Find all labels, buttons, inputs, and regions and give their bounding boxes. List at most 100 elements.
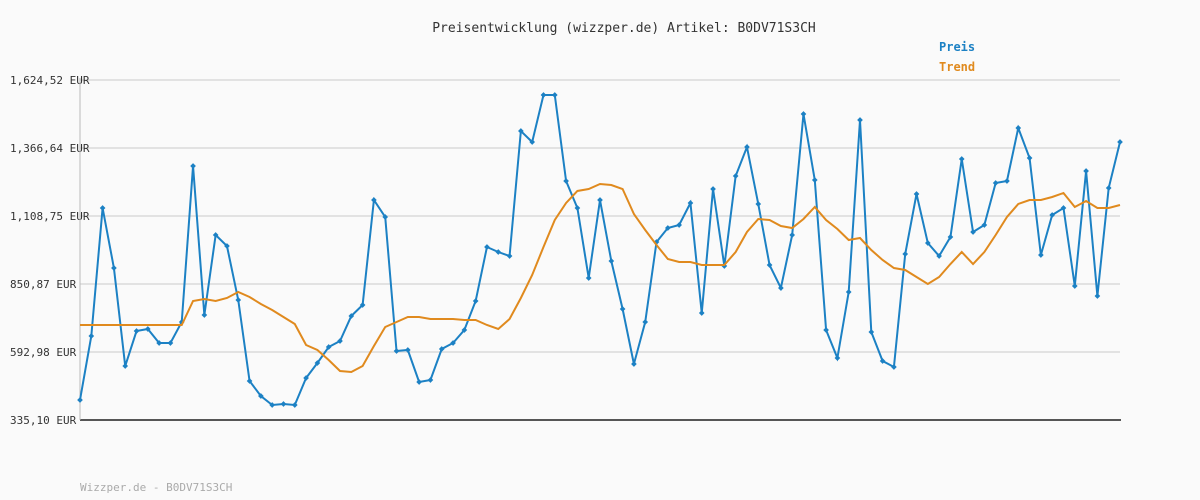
- point-marker: [823, 327, 829, 333]
- y-tick-label: 592,98 EUR: [10, 346, 77, 359]
- series-line: [80, 182, 1121, 374]
- point-marker: [1060, 205, 1067, 211]
- point-marker: [269, 402, 276, 408]
- chart-title: Preisentwicklung (wizzper.de) Artikel: B…: [432, 21, 816, 36]
- point-marker: [1071, 283, 1078, 289]
- point-marker: [382, 214, 389, 220]
- point-marker: [88, 333, 95, 339]
- point-marker: [563, 178, 569, 184]
- point-marker: [111, 265, 117, 271]
- point-marker: [992, 180, 999, 186]
- point-marker: [540, 92, 547, 98]
- point-marker: [891, 364, 897, 370]
- point-marker: [461, 327, 468, 333]
- point-marker: [1094, 293, 1101, 299]
- point-marker: [857, 117, 863, 123]
- point-marker: [1015, 125, 1022, 131]
- point-marker: [574, 205, 581, 211]
- point-marker: [495, 249, 502, 255]
- point-marker: [597, 197, 603, 203]
- point-marker: [438, 346, 445, 352]
- point-marker: [789, 232, 796, 238]
- point-marker: [766, 262, 773, 268]
- point-marker: [778, 285, 784, 291]
- point-marker: [1049, 212, 1056, 218]
- point-marker: [1004, 178, 1010, 184]
- point-marker: [518, 128, 524, 134]
- point-marker: [551, 92, 558, 98]
- point-marker: [404, 347, 411, 353]
- point-marker: [800, 111, 807, 117]
- point-marker: [291, 402, 298, 408]
- point-marker: [676, 222, 682, 228]
- legend-label: Trend: [939, 60, 975, 74]
- point-marker: [664, 225, 671, 231]
- point-marker: [1117, 139, 1123, 145]
- point-marker: [280, 401, 287, 407]
- point-marker: [913, 191, 920, 197]
- point-marker: [258, 393, 264, 399]
- point-marker: [585, 275, 592, 281]
- point-marker: [416, 379, 422, 385]
- point-marker: [224, 243, 230, 249]
- point-marker: [393, 348, 400, 354]
- point-marker: [450, 340, 456, 346]
- point-marker: [246, 378, 253, 384]
- point-marker: [325, 344, 332, 350]
- y-tick-label: 850,87 EUR: [10, 278, 77, 291]
- point-marker: [868, 329, 875, 335]
- point-marker: [619, 306, 626, 312]
- point-marker: [303, 375, 309, 381]
- point-marker: [687, 200, 694, 206]
- point-marker: [235, 297, 242, 303]
- point-marker: [902, 251, 909, 257]
- legend-label: Preis: [939, 40, 975, 54]
- point-marker: [1083, 168, 1089, 174]
- point-marker: [698, 310, 705, 316]
- point-marker: [133, 328, 140, 334]
- point-marker: [472, 298, 479, 304]
- point-marker: [755, 201, 762, 207]
- point-marker: [732, 173, 739, 179]
- point-marker: [359, 302, 366, 308]
- point-marker: [190, 163, 196, 169]
- point-marker: [144, 326, 151, 332]
- y-tick-label: 1,108,75 EUR: [10, 210, 90, 223]
- point-marker: [427, 377, 434, 383]
- point-marker: [936, 253, 942, 259]
- y-tick-label: 1,366,64 EUR: [10, 142, 90, 155]
- point-marker: [834, 355, 841, 361]
- footer: Wizzper.de - B0DV71S3CH: [80, 481, 232, 494]
- point-marker: [77, 397, 83, 403]
- point-marker: [529, 139, 536, 145]
- point-marker: [348, 313, 355, 319]
- point-marker: [710, 186, 716, 192]
- point-marker: [201, 312, 208, 318]
- y-tick-label: 335,10 EUR: [10, 414, 77, 427]
- point-marker: [1105, 185, 1112, 191]
- point-marker: [337, 338, 343, 344]
- point-marker: [845, 289, 852, 295]
- point-marker: [608, 258, 615, 264]
- point-marker: [981, 222, 988, 228]
- point-marker: [314, 360, 321, 366]
- point-marker: [1038, 252, 1044, 258]
- point-marker: [879, 358, 886, 364]
- point-marker: [970, 229, 976, 235]
- point-marker: [122, 363, 129, 369]
- point-marker: [99, 205, 106, 211]
- point-marker: [167, 340, 174, 346]
- point-marker: [744, 144, 750, 150]
- point-marker: [811, 177, 818, 183]
- point-marker: [924, 240, 931, 246]
- point-marker: [212, 232, 219, 238]
- point-marker: [631, 361, 637, 367]
- point-marker: [371, 197, 377, 203]
- point-marker: [642, 319, 649, 325]
- point-marker: [947, 234, 954, 240]
- point-marker: [958, 156, 965, 162]
- point-marker: [156, 340, 162, 346]
